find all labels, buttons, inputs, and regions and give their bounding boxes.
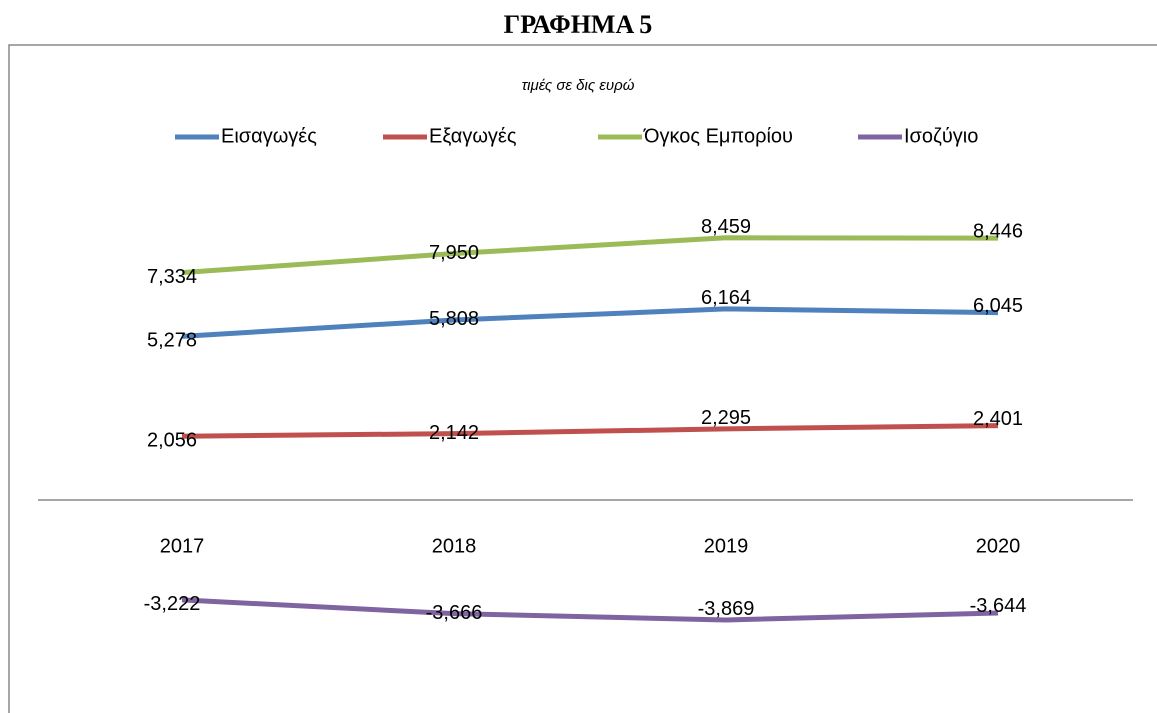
data-label: 2,295 <box>701 407 751 429</box>
data-label: 5,808 <box>429 308 479 330</box>
data-label: 2,142 <box>429 422 479 444</box>
data-label: 6,164 <box>701 287 751 309</box>
data-label: -3,644 <box>970 595 1027 617</box>
legend-label: Εισαγωγές <box>221 125 317 147</box>
chart-subtitle: τιμές σε δις ευρώ <box>522 77 635 94</box>
data-label: 2,401 <box>973 408 1023 430</box>
legend-label: Όγκος Εμπορίου <box>643 125 793 147</box>
series-line <box>181 306 999 339</box>
series-line <box>181 423 999 439</box>
series-line <box>181 235 999 276</box>
data-label: 8,446 <box>973 220 1023 242</box>
chart-border <box>8 44 1157 713</box>
x-tick-label: 2020 <box>976 535 1021 557</box>
legend-label: Εξαγωγές <box>429 125 517 147</box>
data-label: 2,056 <box>147 430 197 452</box>
data-label: -3,222 <box>144 593 201 615</box>
data-label: 7,950 <box>429 242 479 264</box>
x-tick-label: 2017 <box>160 535 205 557</box>
data-label: -3,869 <box>698 598 755 620</box>
legend-label: Ισοζύγιο <box>904 125 978 147</box>
data-label: 7,334 <box>147 266 197 288</box>
data-label: 8,459 <box>701 216 751 238</box>
x-tick-label: 2019 <box>704 535 749 557</box>
chart-title: ΓΡΑΦΗΜΑ 5 <box>504 10 653 39</box>
data-label: 6,045 <box>973 295 1023 317</box>
data-label: -3,666 <box>426 602 483 624</box>
data-label: 5,278 <box>147 330 197 352</box>
x-tick-label: 2018 <box>432 535 477 557</box>
series-line <box>181 597 999 623</box>
